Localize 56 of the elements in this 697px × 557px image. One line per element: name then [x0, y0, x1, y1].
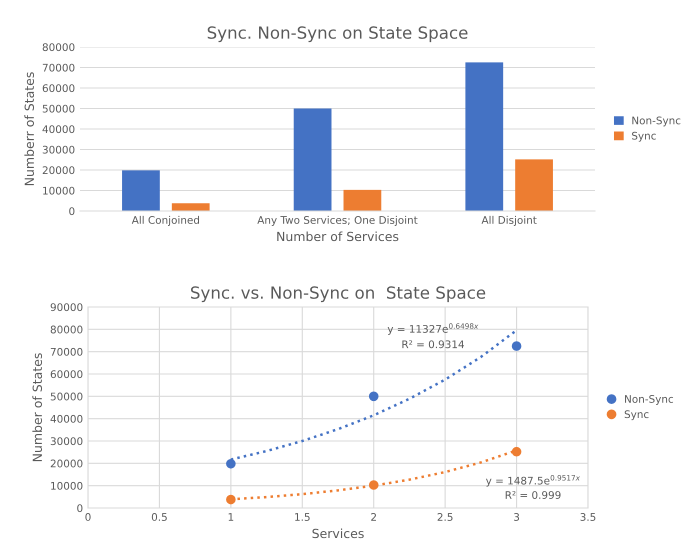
- x-tick-label: 1.5: [295, 513, 310, 521]
- y-tick-label: 70000: [42, 64, 74, 72]
- point: [512, 341, 522, 351]
- bar: [122, 170, 160, 211]
- y-tick-label: 50000: [42, 104, 74, 113]
- bar: [465, 62, 504, 211]
- y-tick-label: 50000: [50, 392, 82, 400]
- x-tick-label: All Disjoint: [482, 216, 537, 226]
- x-tick-label: 3.5: [580, 513, 596, 521]
- legend-label: Non-Sync: [625, 395, 674, 405]
- y-tick-label: 90000: [50, 303, 82, 312]
- y-tick-label: 40000: [50, 414, 82, 423]
- x-tick-label: Any Two Services; One Disjoint: [257, 216, 418, 226]
- y-tick-label: 10000: [43, 186, 74, 195]
- y-tick-label: 30000: [50, 437, 82, 446]
- legend-label: Non-Sync: [632, 116, 680, 126]
- x-tick-label: 2: [371, 513, 376, 521]
- annotation: y = 11327e$^{0.6498x}$: [388, 323, 478, 335]
- legend-label: Sync: [624, 410, 648, 420]
- y-tick-label: 60000: [42, 84, 74, 92]
- y-tick-label: 80000: [42, 43, 74, 52]
- y-tick-label: 0: [69, 207, 74, 216]
- y-tick-label: 30000: [42, 146, 74, 154]
- y-axis-title: Number of States: [32, 353, 42, 462]
- point: [368, 480, 379, 490]
- x-axis-title: Number of Services: [277, 232, 398, 242]
- y-tick-label: 80000: [50, 326, 82, 334]
- x-tick-label: 0.5: [152, 513, 167, 521]
- annotation: R² = 0.999: [506, 491, 561, 499]
- point: [226, 494, 236, 504]
- y-tick-label: 60000: [50, 370, 82, 378]
- y-tick-label: 40000: [42, 125, 74, 134]
- x-tick-label: 3: [514, 513, 520, 521]
- x-tick-label: 1: [228, 513, 234, 521]
- y-tick-label: 20000: [50, 460, 82, 468]
- y-tick-label: 20000: [42, 166, 74, 174]
- chart-title: Sync. Non-Sync on State Space: [208, 26, 468, 42]
- y-axis-title: Numberr of States: [24, 72, 34, 186]
- legend-label: Sync: [632, 132, 656, 142]
- chart-title: Sync. vs. Non-Sync on State Space: [191, 286, 486, 302]
- bar: [172, 203, 210, 211]
- y-tick-label: 10000: [51, 482, 82, 490]
- bar: [294, 108, 332, 211]
- x-tick-label: 0: [85, 513, 91, 521]
- annotation: R² = 0.9314: [402, 340, 464, 348]
- y-tick-label: 0: [77, 504, 82, 512]
- bar: [344, 190, 382, 211]
- point: [368, 392, 379, 402]
- point: [512, 446, 522, 457]
- y-tick-label: 70000: [50, 348, 82, 356]
- x-tick-label: All Conjoined: [132, 216, 200, 226]
- bar: [515, 159, 553, 211]
- x-tick-label: 2.5: [438, 513, 453, 521]
- x-axis-title: Services: [312, 528, 364, 538]
- annotation: y = 1487.5e$^{0.9517x}$: [486, 475, 580, 487]
- point: [226, 458, 236, 469]
